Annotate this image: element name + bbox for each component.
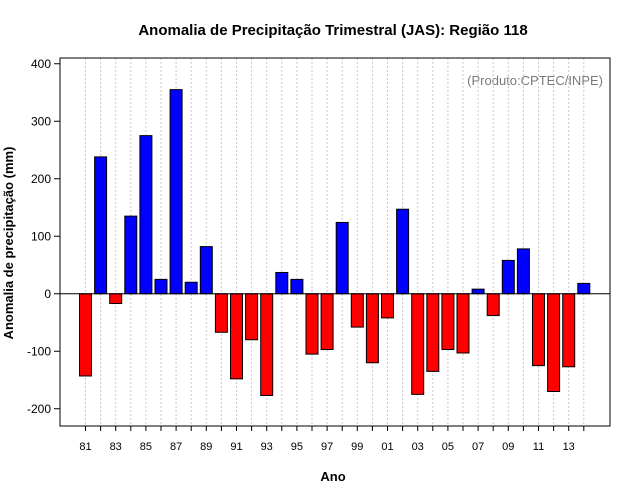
y-axis: 400 300 200 100 0 -100 -200 bbox=[27, 57, 60, 416]
bar-08 bbox=[486, 293, 500, 317]
y-tick-label: 400 bbox=[31, 57, 51, 71]
y-tick-label: 300 bbox=[31, 114, 51, 128]
bar-93 bbox=[260, 293, 274, 397]
bar-07 bbox=[471, 288, 485, 295]
bar-92 bbox=[245, 293, 259, 341]
bar-95 bbox=[290, 278, 304, 295]
x-tick-label: 87 bbox=[170, 441, 182, 453]
bar-90 bbox=[214, 293, 228, 333]
bar-86 bbox=[154, 278, 168, 295]
x-tick-label: 05 bbox=[442, 441, 454, 453]
bar-00 bbox=[365, 293, 379, 364]
x-tick-label: 97 bbox=[321, 441, 333, 453]
x-tick-label: 99 bbox=[351, 441, 363, 453]
bar-14 bbox=[577, 282, 591, 295]
bar-02 bbox=[396, 208, 410, 295]
bar-88 bbox=[184, 281, 198, 295]
bar-97 bbox=[320, 293, 334, 351]
x-tick-label: 01 bbox=[381, 441, 393, 453]
x-tick-label: 95 bbox=[291, 441, 303, 453]
x-axis: 81 83 85 87 89 91 93 95 97 99 01 03 05 07 09 11 13 bbox=[79, 426, 585, 453]
chart-annotation: (Produto:CPTEC/INPE) bbox=[467, 73, 603, 88]
bar-84 bbox=[124, 215, 138, 295]
grid-layer bbox=[85, 58, 585, 426]
x-tick-label: 81 bbox=[79, 441, 91, 453]
y-tick-label: 100 bbox=[31, 229, 51, 243]
x-axis-label: Ano bbox=[320, 469, 345, 484]
x-tick-label: 11 bbox=[533, 441, 544, 453]
x-tick-label: 85 bbox=[140, 441, 152, 453]
bar-05 bbox=[441, 293, 455, 351]
x-tick-label: 91 bbox=[230, 441, 242, 453]
x-tick-label: 03 bbox=[412, 441, 424, 453]
x-tick-label: 93 bbox=[261, 441, 273, 453]
bar-94 bbox=[275, 271, 289, 295]
bar-83 bbox=[109, 293, 123, 305]
bar-89 bbox=[199, 246, 213, 295]
chart-title: Anomalia de Precipitação Trimestral (JAS… bbox=[138, 22, 527, 39]
bars-layer bbox=[79, 89, 591, 397]
bar-85 bbox=[139, 135, 153, 295]
bar-12 bbox=[547, 293, 561, 392]
bar-11 bbox=[532, 293, 545, 367]
bar-04 bbox=[426, 293, 440, 372]
bar-13 bbox=[562, 293, 576, 368]
bar-03 bbox=[411, 293, 425, 395]
y-tick-label: 200 bbox=[31, 172, 51, 186]
x-tick-label: 13 bbox=[563, 441, 575, 453]
bar-87 bbox=[169, 89, 183, 295]
y-tick-label: -100 bbox=[27, 344, 51, 358]
bar-09 bbox=[501, 259, 515, 295]
bar-99 bbox=[350, 293, 364, 328]
bar-01 bbox=[381, 293, 394, 319]
x-tick-label: 89 bbox=[200, 441, 212, 453]
bar-10 bbox=[516, 248, 530, 295]
y-tick-label: -200 bbox=[27, 402, 51, 416]
bar-82 bbox=[94, 156, 108, 295]
y-axis-label: Anomalia de precipitação (mm) bbox=[1, 147, 16, 340]
bar-81 bbox=[79, 293, 92, 377]
bar-91 bbox=[230, 293, 243, 380]
x-tick-label: 83 bbox=[110, 441, 122, 453]
bar-98 bbox=[335, 221, 349, 295]
plot-frame bbox=[59, 57, 611, 427]
bar-96 bbox=[305, 293, 319, 355]
y-tick-label: 0 bbox=[44, 287, 51, 301]
x-tick-label: 09 bbox=[502, 441, 514, 453]
x-tick-label: 07 bbox=[472, 441, 484, 453]
bar-06 bbox=[456, 293, 470, 354]
